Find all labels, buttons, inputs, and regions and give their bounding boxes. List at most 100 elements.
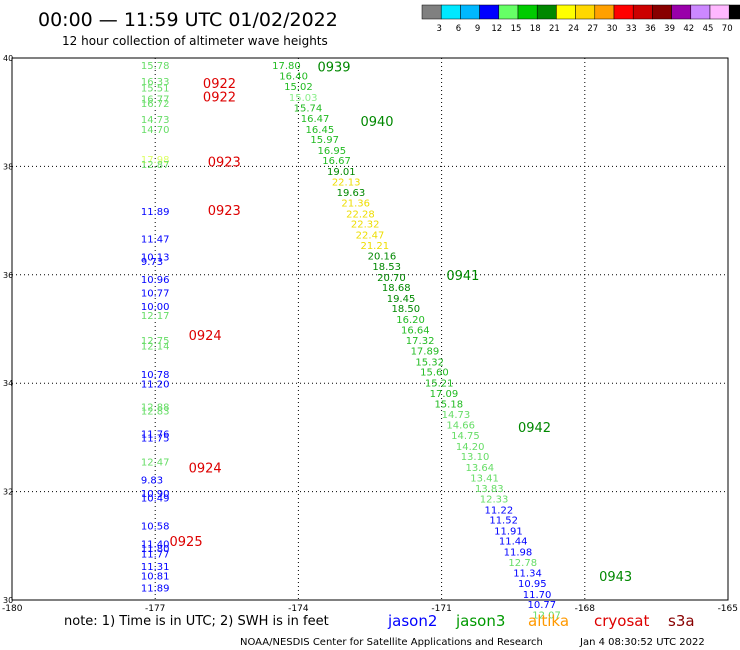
swh-point: 10.58: [141, 522, 170, 533]
swh-point: 14.20: [456, 442, 485, 453]
x-tick-label: -165: [718, 604, 738, 614]
scale-label: 36: [645, 24, 656, 34]
swh-points: 15.7816.3315.5116.7716.7214.7314.7017.98…: [141, 61, 561, 622]
y-tick-labels: 30 32 34 36 38 40: [3, 54, 13, 605]
swh-point: 14.73: [442, 410, 471, 421]
swh-point: 12.14: [141, 342, 170, 353]
chart-title: 00:00 — 11:59 UTC 01/02/2022: [38, 9, 338, 31]
swh-point: 11.98: [504, 548, 533, 559]
swh-point: 11.77: [141, 550, 170, 561]
time-label: 0943: [599, 570, 632, 585]
swh-point: 11.34: [513, 569, 542, 580]
swh-point: 11.91: [494, 526, 523, 537]
swh-point: 11.70: [523, 590, 552, 601]
swh-point: 12.83: [141, 407, 170, 418]
scale-swatch: [728, 4, 740, 20]
mission-label: jason3: [455, 612, 505, 630]
swh-point: 12.17: [141, 311, 170, 322]
scale-label: 3: [436, 24, 441, 34]
swh-point: 12.07: [532, 610, 561, 621]
swh-point: 11.76: [141, 429, 170, 440]
swh-point: 22.47: [356, 230, 385, 241]
swh-point: 12.33: [480, 494, 509, 505]
swh-point: 15.74: [294, 104, 323, 115]
swh-point: 10.78: [141, 370, 170, 381]
swh-point: 19.63: [337, 188, 366, 199]
x-tick-label: -168: [575, 604, 596, 614]
swh-point: 17.32: [406, 336, 435, 347]
swh-point: 18.53: [372, 262, 401, 273]
swh-point: 22.28: [346, 209, 375, 220]
swh-point: 12.75: [141, 336, 170, 347]
swh-point: 16.40: [279, 72, 308, 83]
mission-label: altika: [528, 612, 569, 630]
swh-point: 15.78: [141, 61, 170, 72]
scale-label: 24: [568, 24, 579, 34]
swh-point: 15.02: [284, 82, 313, 93]
mission-label: s3a: [668, 612, 695, 630]
swh-point: 15.60: [420, 368, 449, 379]
note-text: note: 1) Time is in UTC; 2) SWH is in fe…: [64, 614, 329, 629]
swh-point: 13.41: [470, 473, 499, 484]
swh-point: 21.21: [360, 241, 389, 252]
swh-point: 15.21: [425, 378, 454, 389]
swh-point: 11.40: [141, 539, 170, 550]
x-tick-label: -177: [145, 604, 165, 614]
swh-point: 19.45: [387, 294, 416, 305]
scale-swatch: [536, 4, 557, 20]
timestamp-text: Jan 4 08:30:52 UTC 2022: [579, 637, 705, 648]
swh-point: 11.47: [141, 234, 170, 245]
scale-swatch: [613, 4, 634, 20]
swh-point: 11.22: [485, 505, 514, 516]
scale-swatch: [440, 4, 461, 20]
swh-point: 15.32: [415, 357, 444, 368]
scale-swatch: [421, 4, 442, 20]
scale-swatch: [556, 4, 576, 20]
scale-swatch: [575, 4, 596, 20]
swh-point: 20.16: [368, 252, 397, 263]
swh-point: 12.87: [141, 160, 170, 171]
y-tick-label: 30: [3, 596, 13, 605]
swh-point: 10.96: [141, 275, 170, 286]
scale-swatch: [498, 4, 519, 20]
scale-swatch: [709, 4, 730, 20]
swh-point: 14.66: [446, 421, 475, 432]
swh-point: 16.33: [141, 77, 170, 88]
swh-point: 13.83: [475, 484, 504, 495]
x-tick-label: -180: [2, 604, 23, 614]
swh-point: 16.95: [317, 146, 346, 157]
time-label: 0923: [208, 155, 241, 170]
swh-point: 11.44: [499, 537, 528, 548]
mission-label: cryosat: [594, 612, 649, 630]
swh-point: 22.32: [351, 220, 380, 231]
swh-point: 20.70: [377, 273, 406, 284]
swh-point: 21.36: [341, 199, 370, 210]
y-tick-label: 40: [3, 54, 13, 63]
scale-label: 9: [475, 24, 480, 34]
grid-lines: [12, 58, 728, 600]
swh-point: 14.75: [451, 431, 480, 442]
x-tick-label: -174: [288, 604, 309, 614]
y-tick-label: 34: [3, 379, 13, 388]
scale-swatch: [632, 4, 653, 20]
swh-point: 11.52: [489, 516, 518, 527]
time-label: 0923: [208, 204, 241, 219]
time-label: 0922: [203, 90, 236, 105]
scale-label: 21: [549, 24, 560, 34]
time-label: 0925: [170, 535, 203, 550]
swh-point: 16.20: [396, 315, 425, 326]
swh-point: 14.70: [141, 125, 170, 136]
swh-point: 14.73: [141, 115, 170, 126]
scale-label: 39: [664, 24, 675, 34]
swh-point: 9.83: [141, 475, 163, 486]
mission-legend: jason2 jason3 altika cryosat s3a: [387, 612, 695, 630]
swh-point: 16.67: [322, 156, 351, 167]
swh-point: 10.49: [141, 493, 170, 504]
swh-point: 15.97: [310, 135, 339, 146]
y-tick-label: 38: [3, 162, 13, 171]
swh-point: 12.88: [141, 402, 170, 413]
chart-subtitle: 12 hour collection of altimeter wave hei…: [62, 34, 328, 48]
y-tick-label: 32: [3, 488, 13, 497]
